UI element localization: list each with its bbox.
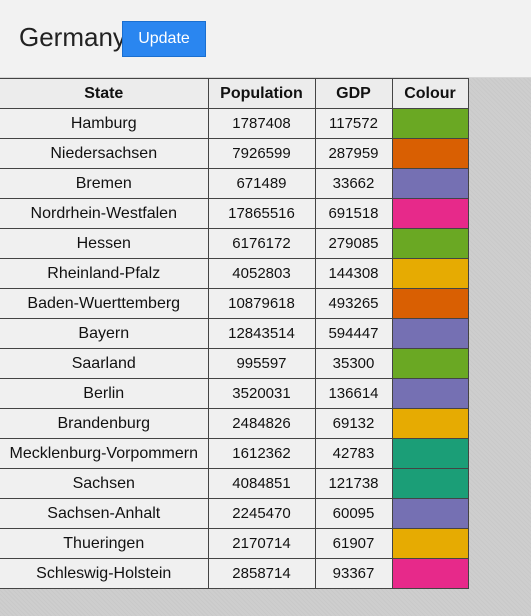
colour-swatch[interactable] xyxy=(391,258,469,289)
header-bar: Germany Update xyxy=(0,0,531,78)
population-cell: 671489 xyxy=(207,168,316,199)
gdp-cell: 136614 xyxy=(314,378,393,409)
state-name-cell: Mecklenburg-Vorpommern xyxy=(0,438,209,469)
population-cell: 17865516 xyxy=(207,198,316,229)
gdp-cell: 117572 xyxy=(314,108,393,139)
colour-swatch[interactable] xyxy=(391,468,469,499)
table-row[interactable]: Rheinland-Pfalz 4052803 144308 xyxy=(0,258,469,289)
gdp-cell: 144308 xyxy=(314,258,393,289)
colour-swatch[interactable] xyxy=(391,438,469,469)
colour-swatch[interactable] xyxy=(391,108,469,139)
state-name-cell: Bayern xyxy=(0,318,209,349)
colour-swatch[interactable] xyxy=(391,348,469,379)
population-cell: 2170714 xyxy=(207,528,316,559)
population-cell: 1787408 xyxy=(207,108,316,139)
table-row[interactable]: Brandenburg 2484826 69132 xyxy=(0,408,469,439)
colour-swatch[interactable] xyxy=(391,318,469,349)
colour-swatch[interactable] xyxy=(391,408,469,439)
gdp-cell: 93367 xyxy=(314,558,393,589)
table-row[interactable]: Sachsen-Anhalt 2245470 60095 xyxy=(0,498,469,529)
gdp-cell: 61907 xyxy=(314,528,393,559)
table-row[interactable]: Sachsen 4084851 121738 xyxy=(0,468,469,499)
table-row[interactable]: Hessen 6176172 279085 xyxy=(0,228,469,259)
colour-swatch[interactable] xyxy=(391,228,469,259)
gdp-cell: 33662 xyxy=(314,168,393,199)
table-row[interactable]: Thueringen 2170714 61907 xyxy=(0,528,469,559)
states-table: State Population GDP Colour Hamburg 17874… xyxy=(0,78,469,589)
colour-swatch[interactable] xyxy=(391,558,469,589)
state-name-cell: Baden-Wuerttemberg xyxy=(0,288,209,319)
gdp-cell: 594447 xyxy=(314,318,393,349)
colour-swatch[interactable] xyxy=(391,288,469,319)
table-row[interactable]: Nordrhein-Westfalen 17865516 691518 xyxy=(0,198,469,229)
state-name-cell: Schleswig-Holstein xyxy=(0,558,209,589)
table-row[interactable]: Saarland 995597 35300 xyxy=(0,348,469,379)
gdp-cell: 279085 xyxy=(314,228,393,259)
gdp-cell: 60095 xyxy=(314,498,393,529)
state-name-cell: Sachsen-Anhalt xyxy=(0,498,209,529)
table-header-row: State Population GDP Colour xyxy=(0,78,469,109)
table-body: Hamburg 1787408 117572 Niedersachsen 7926599… xyxy=(0,108,469,589)
table-row[interactable]: Bayern 12843514 594447 xyxy=(0,318,469,349)
colour-swatch[interactable] xyxy=(391,498,469,529)
state-name-cell: Saarland xyxy=(0,348,209,379)
state-name-cell: Sachsen xyxy=(0,468,209,499)
population-cell: 12843514 xyxy=(207,318,316,349)
gdp-cell: 69132 xyxy=(314,408,393,439)
table-row[interactable]: Berlin 3520031 136614 xyxy=(0,378,469,409)
gdp-cell: 287959 xyxy=(314,138,393,169)
colour-swatch[interactable] xyxy=(391,198,469,229)
gdp-cell: 121738 xyxy=(314,468,393,499)
table-row[interactable]: Bremen 671489 33662 xyxy=(0,168,469,199)
population-cell: 10879618 xyxy=(207,288,316,319)
population-cell: 995597 xyxy=(207,348,316,379)
table-row[interactable]: Schleswig-Holstein 2858714 93367 xyxy=(0,558,469,589)
state-name-cell: Rheinland-Pfalz xyxy=(0,258,209,289)
state-name-cell: Niedersachsen xyxy=(0,138,209,169)
colour-swatch[interactable] xyxy=(391,138,469,169)
population-cell: 3520031 xyxy=(207,378,316,409)
column-header-gdp[interactable]: GDP xyxy=(314,78,393,109)
gdp-cell: 691518 xyxy=(314,198,393,229)
state-name-cell: Bremen xyxy=(0,168,209,199)
population-cell: 7926599 xyxy=(207,138,316,169)
population-cell: 2245470 xyxy=(207,498,316,529)
colour-swatch[interactable] xyxy=(391,528,469,559)
page-title: Germany xyxy=(19,22,126,52)
state-name-cell: Thueringen xyxy=(0,528,209,559)
state-name-cell: Brandenburg xyxy=(0,408,209,439)
state-name-cell: Nordrhein-Westfalen xyxy=(0,198,209,229)
table-row[interactable]: Hamburg 1787408 117572 xyxy=(0,108,469,139)
column-header-state[interactable]: State xyxy=(0,78,209,109)
state-name-cell: Hessen xyxy=(0,228,209,259)
column-header-colour[interactable]: Colour xyxy=(391,78,469,109)
state-name-cell: Hamburg xyxy=(0,108,209,139)
table-row[interactable]: Niedersachsen 7926599 287959 xyxy=(0,138,469,169)
population-cell: 1612362 xyxy=(207,438,316,469)
population-cell: 2858714 xyxy=(207,558,316,589)
update-button[interactable]: Update xyxy=(122,21,206,57)
gdp-cell: 493265 xyxy=(314,288,393,319)
state-name-cell: Berlin xyxy=(0,378,209,409)
column-header-population[interactable]: Population xyxy=(207,78,316,109)
gdp-cell: 42783 xyxy=(314,438,393,469)
colour-swatch[interactable] xyxy=(391,378,469,409)
table-row[interactable]: Baden-Wuerttemberg 10879618 493265 xyxy=(0,288,469,319)
population-cell: 6176172 xyxy=(207,228,316,259)
gdp-cell: 35300 xyxy=(314,348,393,379)
population-cell: 4052803 xyxy=(207,258,316,289)
population-cell: 4084851 xyxy=(207,468,316,499)
colour-swatch[interactable] xyxy=(391,168,469,199)
table-row[interactable]: Mecklenburg-Vorpommern 1612362 42783 xyxy=(0,438,469,469)
population-cell: 2484826 xyxy=(207,408,316,439)
